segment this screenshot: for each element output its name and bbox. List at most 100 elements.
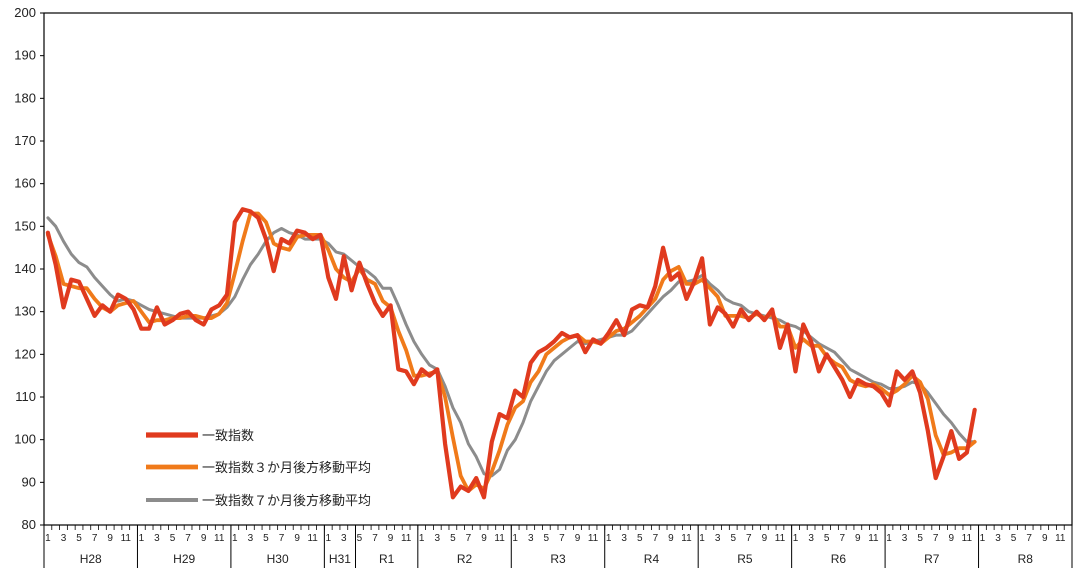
x-month-label: 7 (933, 533, 939, 544)
y-tick-label: 140 (14, 261, 36, 276)
x-month-label: 7 (839, 533, 845, 544)
x-month-label: 9 (388, 533, 394, 544)
x-month-label: 9 (481, 533, 487, 544)
x-month-label: 7 (92, 533, 98, 544)
x-month-label: 3 (341, 533, 347, 544)
x-month-label: 11 (962, 533, 973, 544)
x-month-label: 1 (45, 533, 51, 544)
x-month-label: 5 (730, 533, 736, 544)
legend-label: 一致指数３か月後方移動平均 (202, 460, 371, 476)
era-label: R8 (1018, 552, 1034, 566)
x-month-label: 9 (294, 533, 300, 544)
series-layer (45, 207, 977, 500)
x-month-label: 3 (715, 533, 721, 544)
series-line-0 (45, 207, 977, 500)
y-tick-label: 110 (15, 389, 36, 404)
y-tick-label: 160 (14, 176, 36, 191)
x-month-label: 11 (401, 533, 412, 544)
era-label: R1 (379, 552, 395, 566)
x-month-label: 5 (544, 533, 550, 544)
x-month-label: 5 (917, 533, 923, 544)
x-month-label: 3 (621, 533, 627, 544)
x-axis: 1 3 5 7 9 11 1 3 5 7 9 11 1 3 5 7 9 11 1 3 5 7 9 11 1 3 5 7 9 11 1 3 5 7 9… (43, 525, 1073, 568)
x-month-label: 3 (808, 533, 814, 544)
x-month-label: 9 (575, 533, 581, 544)
x-month-label: 9 (949, 533, 955, 544)
x-month-label: 1 (886, 533, 892, 544)
y-tick-label: 170 (14, 133, 36, 148)
x-month-label: 9 (668, 533, 674, 544)
x-month-label: 3 (995, 533, 1001, 544)
era-label: R2 (457, 552, 473, 566)
era-label: R4 (644, 552, 660, 566)
x-month-label: 1 (512, 533, 518, 544)
era-label: H28 (80, 552, 102, 566)
y-tick-label: 100 (14, 432, 36, 447)
y-tick-label: 180 (14, 90, 36, 105)
x-month-label: 7 (1026, 533, 1032, 544)
x-month-label: 11 (214, 533, 225, 544)
x-month-label: 3 (248, 533, 254, 544)
legend-label: 一致指数 (202, 429, 254, 444)
x-month-label: 11 (494, 533, 505, 544)
x-month-label: 5 (1011, 533, 1017, 544)
x-month-label: 11 (1055, 533, 1066, 544)
y-tick-label: 80 (22, 517, 36, 532)
x-month-label: 1 (325, 533, 331, 544)
x-month-label: 3 (154, 533, 160, 544)
x-month-label: 3 (528, 533, 534, 544)
x-month-label: 5 (76, 533, 82, 544)
x-month-label: 9 (1042, 533, 1048, 544)
x-month-label: 7 (559, 533, 565, 544)
x-month-label: 1 (980, 533, 986, 544)
legend-label: 一致指数７か月後方移動平均 (202, 493, 371, 509)
x-month-label: 1 (606, 533, 612, 544)
x-month-label: 5 (170, 533, 176, 544)
x-month-label: 7 (466, 533, 472, 544)
era-label: H29 (173, 552, 195, 566)
x-month-label: 1 (419, 533, 425, 544)
x-month-label: 5 (450, 533, 456, 544)
x-month-label: 7 (279, 533, 285, 544)
era-label: R3 (550, 552, 566, 566)
x-month-label: 11 (307, 533, 318, 544)
y-axis: 80 90 100 110 120 130 140 150 160 170 180 190 200 (14, 5, 44, 532)
y-tick-label: 130 (14, 304, 36, 319)
era-label: R7 (924, 552, 940, 566)
y-tick-label: 200 (14, 5, 36, 20)
x-month-label: 11 (681, 533, 692, 544)
x-month-label: 3 (902, 533, 908, 544)
x-month-label: 3 (435, 533, 441, 544)
series-line-1 (46, 211, 977, 493)
x-month-label: 9 (855, 533, 861, 544)
era-label: R5 (737, 552, 753, 566)
x-month-label: 9 (107, 533, 113, 544)
y-tick-label: 120 (14, 346, 36, 361)
x-month-label: 11 (588, 533, 599, 544)
x-month-label: 1 (699, 533, 705, 544)
x-month-label: 11 (868, 533, 879, 544)
x-month-label: 7 (372, 533, 378, 544)
x-month-label: 9 (201, 533, 207, 544)
x-month-label: 3 (61, 533, 67, 544)
y-tick-label: 190 (14, 48, 36, 63)
x-month-label: 9 (762, 533, 768, 544)
plot-frame (43, 12, 1073, 526)
x-month-label: 11 (775, 533, 786, 544)
x-month-label: 11 (121, 533, 132, 544)
era-label: H31 (329, 552, 351, 566)
x-month-label: 5 (357, 533, 363, 544)
y-tick-label: 90 (22, 474, 36, 489)
x-month-label: 1 (139, 533, 145, 544)
x-month-label: 1 (232, 533, 238, 544)
era-label: H30 (267, 552, 289, 566)
x-month-label: 7 (746, 533, 752, 544)
x-month-label: 1 (793, 533, 799, 544)
x-month-label: 7 (185, 533, 191, 544)
x-month-label: 5 (263, 533, 269, 544)
y-tick-label: 150 (14, 218, 36, 233)
x-month-label: 7 (653, 533, 659, 544)
x-month-label: 5 (824, 533, 830, 544)
